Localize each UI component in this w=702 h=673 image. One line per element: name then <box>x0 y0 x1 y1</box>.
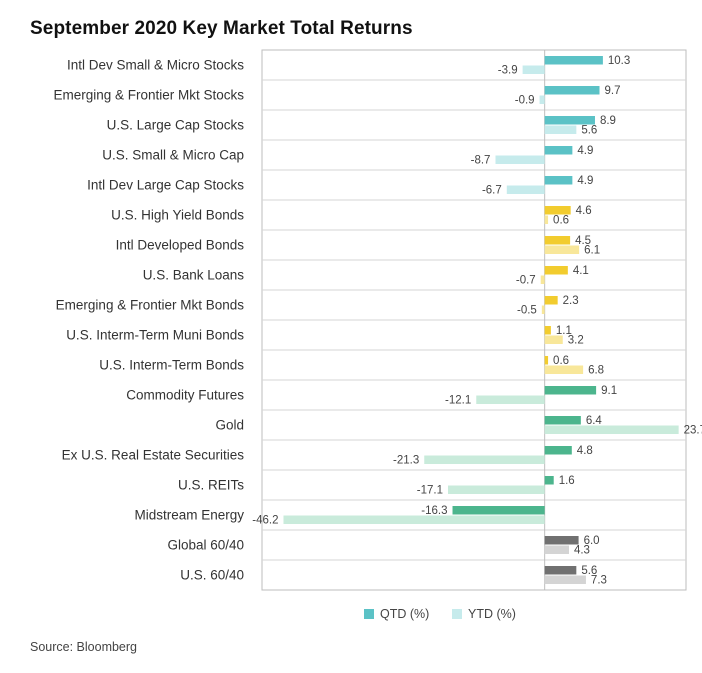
category-label: Emerging & Frontier Mkt Stocks <box>53 88 244 103</box>
qtd-value-label: 0.6 <box>553 355 569 367</box>
ytd-value-label: 7.3 <box>591 575 607 587</box>
ytd-bar <box>540 275 545 284</box>
ytd-value-label: -21.3 <box>393 455 419 467</box>
legend-qtd-label: QTD (%) <box>380 607 429 621</box>
category-label: Emerging & Frontier Mkt Bonds <box>56 298 245 313</box>
qtd-value-label: 4.5 <box>575 235 591 247</box>
qtd-bar <box>544 326 551 335</box>
qtd-value-label: 6.0 <box>584 535 600 547</box>
ytd-bar <box>544 425 679 434</box>
category-label: Global 60/40 <box>167 538 244 553</box>
qtd-bar <box>544 566 577 575</box>
qtd-value-label: 4.9 <box>577 175 593 187</box>
ytd-value-label: -8.7 <box>471 155 491 167</box>
ytd-bar <box>495 155 545 164</box>
ytd-bar <box>424 455 545 464</box>
ytd-value-label: 0.6 <box>553 215 569 227</box>
qtd-value-label: 9.7 <box>605 85 621 97</box>
qtd-bar <box>544 236 571 245</box>
qtd-value-label: 4.6 <box>576 205 592 217</box>
qtd-bar <box>544 476 554 485</box>
qtd-value-label: 8.9 <box>600 115 616 127</box>
ytd-value-label: -0.7 <box>516 275 536 287</box>
qtd-value-label: 4.8 <box>577 445 593 457</box>
ytd-value-label: -0.5 <box>517 305 537 317</box>
category-label: U.S. Interm-Term Muni Bonds <box>66 328 244 343</box>
qtd-bar <box>544 446 572 455</box>
category-label: Gold <box>215 418 244 433</box>
ytd-value-label: -12.1 <box>445 395 471 407</box>
ytd-bar <box>283 515 545 524</box>
ytd-bar <box>539 95 545 104</box>
ytd-value-label: -17.1 <box>417 485 443 497</box>
ytd-value-label: 6.8 <box>588 365 604 377</box>
qtd-bar <box>544 206 571 215</box>
qtd-value-label: 1.6 <box>559 475 575 487</box>
ytd-bar <box>544 125 577 134</box>
category-label: Midstream Energy <box>134 508 244 523</box>
qtd-value-label: 4.9 <box>577 145 593 157</box>
qtd-bar <box>544 296 558 305</box>
qtd-value-label: 1.1 <box>556 325 572 337</box>
ytd-value-label: 3.2 <box>568 335 584 347</box>
ytd-value-label: -6.7 <box>482 185 502 197</box>
qtd-bar <box>544 356 549 365</box>
ytd-bar <box>544 365 584 374</box>
qtd-bar <box>452 506 545 515</box>
legend-ytd-label: YTD (%) <box>468 607 516 621</box>
qtd-bar <box>544 536 579 545</box>
category-label: U.S. Bank Loans <box>143 268 245 283</box>
qtd-bar <box>544 146 573 155</box>
qtd-value-label: 2.3 <box>563 295 579 307</box>
qtd-bar <box>544 86 600 95</box>
ytd-bar <box>544 575 586 584</box>
ytd-bar <box>447 485 545 494</box>
ytd-bar <box>544 245 580 254</box>
category-label: U.S. Interm-Term Bonds <box>99 358 244 373</box>
ytd-value-label: -46.2 <box>252 515 278 527</box>
category-label: U.S. Small & Micro Cap <box>102 148 244 163</box>
qtd-bar <box>544 116 595 125</box>
qtd-bar <box>544 386 597 395</box>
qtd-value-label: 10.3 <box>608 55 630 67</box>
ytd-bar <box>544 215 549 224</box>
ytd-value-label: 6.1 <box>584 245 600 257</box>
qtd-value-label: -16.3 <box>421 505 447 517</box>
category-label: Commodity Futures <box>126 388 244 403</box>
ytd-value-label: 23.7 <box>684 425 702 437</box>
ytd-bar <box>506 185 545 194</box>
category-label: Intl Developed Bonds <box>116 238 245 253</box>
qtd-bar <box>544 266 568 275</box>
ytd-value-label: 5.6 <box>581 125 597 137</box>
qtd-value-label: 5.6 <box>581 565 597 577</box>
qtd-value-label: 6.4 <box>586 415 603 427</box>
ytd-value-label: -0.9 <box>515 95 535 107</box>
qtd-bar <box>544 176 573 185</box>
chart-title: September 2020 Key Market Total Returns <box>30 18 413 39</box>
ytd-bar <box>522 65 545 74</box>
category-label: Intl Dev Large Cap Stocks <box>87 178 244 193</box>
category-label: U.S. High Yield Bonds <box>111 208 244 223</box>
ytd-bar <box>544 335 563 344</box>
ytd-value-label: -3.9 <box>498 65 518 77</box>
category-label: U.S. Large Cap Stocks <box>107 118 245 133</box>
category-label: Ex U.S. Real Estate Securities <box>62 448 245 463</box>
ytd-bar <box>544 545 569 554</box>
source-note: Source: Bloomberg <box>30 640 138 654</box>
category-label: U.S. 60/40 <box>180 568 244 583</box>
qtd-bar <box>544 416 581 425</box>
ytd-value-label: 4.3 <box>574 545 590 557</box>
ytd-bar <box>476 395 545 404</box>
legend: QTD (%) YTD (%) <box>364 607 516 621</box>
category-label: Intl Dev Small & Micro Stocks <box>67 58 244 73</box>
qtd-value-label: 4.1 <box>573 265 589 277</box>
legend-qtd-swatch <box>364 609 374 619</box>
qtd-bar <box>544 56 603 65</box>
qtd-value-label: 9.1 <box>601 385 617 397</box>
ytd-bar <box>541 305 545 314</box>
category-label: U.S. REITs <box>178 478 244 493</box>
legend-ytd-swatch <box>452 609 462 619</box>
